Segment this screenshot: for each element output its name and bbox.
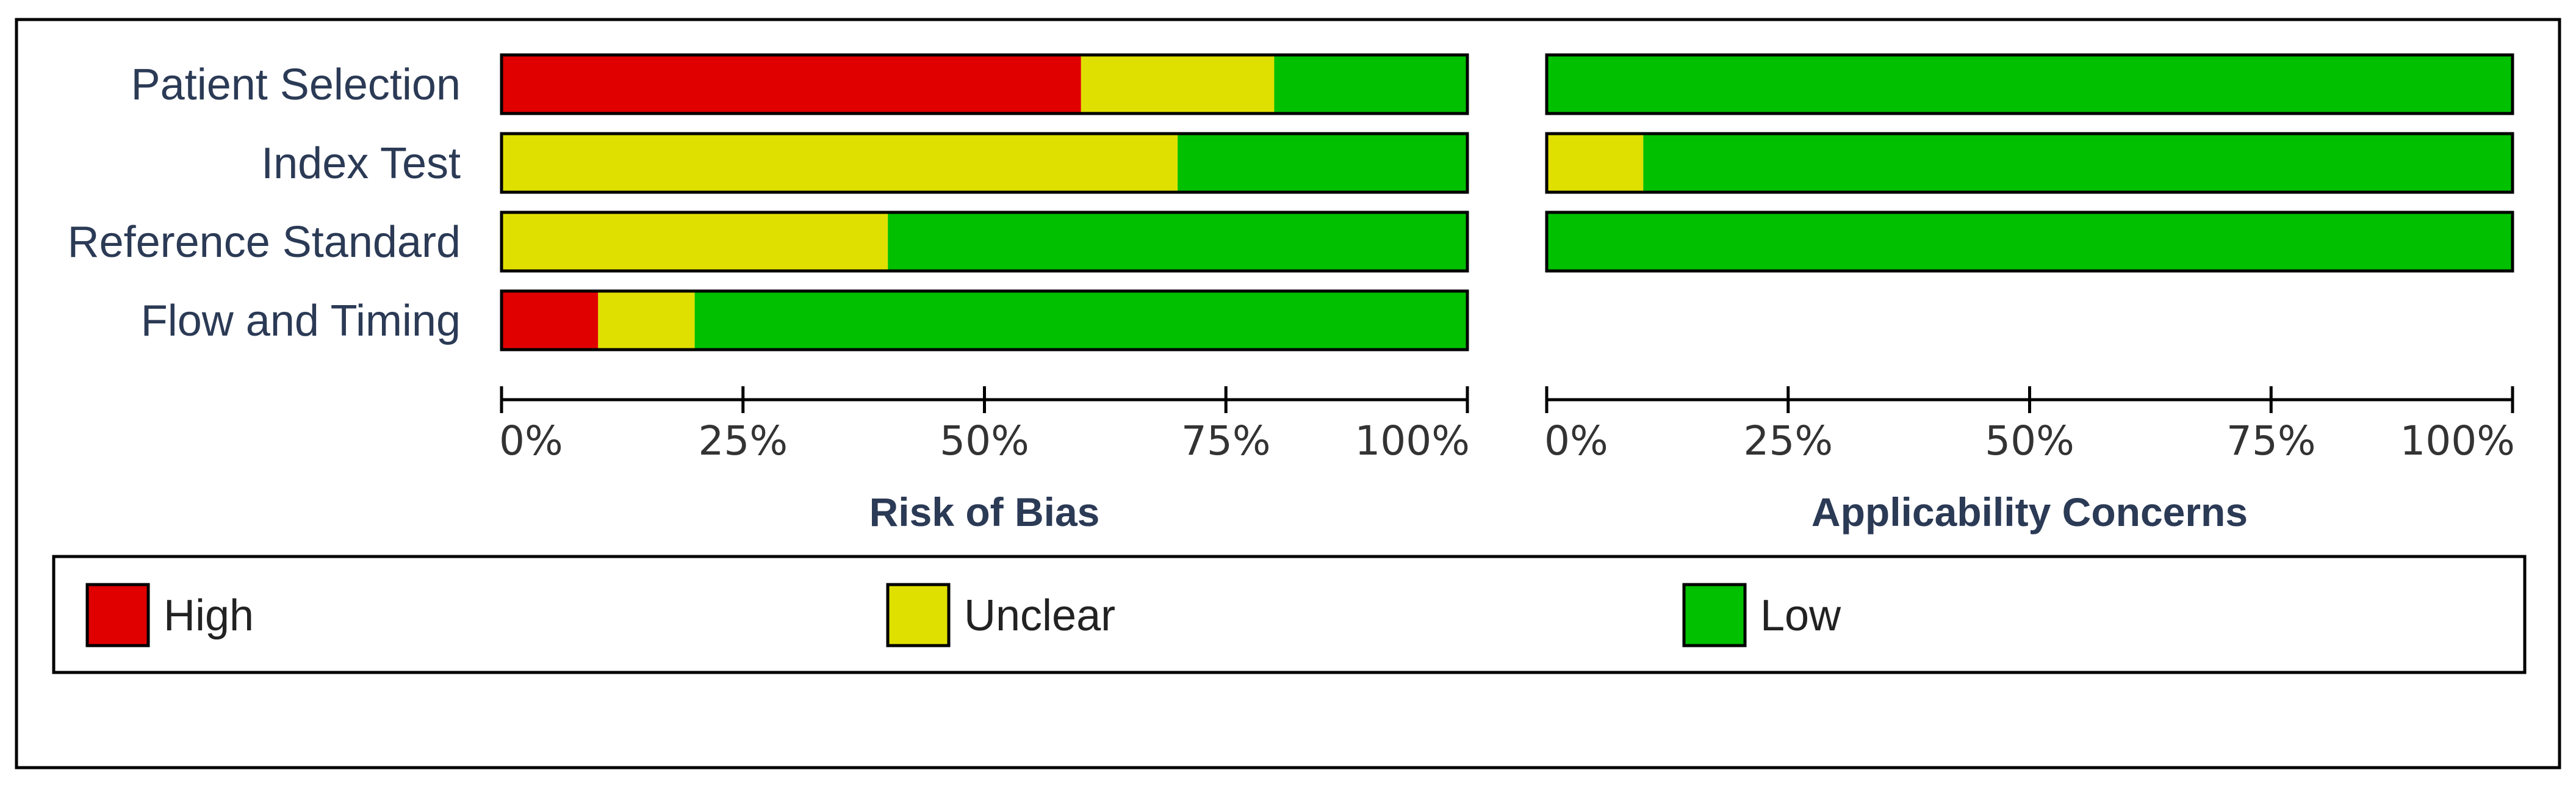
x-tick-label: 50%	[1985, 417, 2074, 464]
bar-segment-low	[888, 212, 1467, 271]
bar-segment-low	[1547, 212, 2513, 271]
panel-title: Applicability Concerns	[1811, 489, 2248, 535]
legend-swatch-low	[1682, 583, 1747, 647]
category-label: Index Test	[261, 139, 461, 188]
bar-segment-unclear	[502, 212, 888, 271]
legend-box	[52, 555, 2527, 674]
bar-outline	[500, 289, 1469, 351]
bar-outline	[500, 211, 1469, 273]
legend-label: Low	[1760, 591, 1841, 640]
bar-segment-low	[1643, 134, 2513, 192]
x-tick-label: 25%	[698, 417, 788, 464]
bar-segment-unclear	[1081, 55, 1275, 113]
bar-outline	[500, 132, 1469, 194]
bar-segment-unclear	[598, 291, 695, 350]
bar-segment-high	[502, 55, 1081, 113]
x-tick-label: 75%	[1181, 417, 1271, 464]
bar-segment-low	[1178, 134, 1467, 192]
x-tick-label: 100%	[1355, 417, 1470, 464]
x-tick-label: 50%	[940, 417, 1029, 464]
x-tick-label: 25%	[1743, 417, 1833, 464]
bar-outline	[500, 53, 1469, 115]
category-label: Patient Selection	[131, 60, 461, 109]
bar-segment-high	[502, 291, 599, 350]
legend-swatch-unclear	[886, 583, 951, 647]
category-label: Reference Standard	[68, 218, 461, 267]
x-tick-label: 75%	[2226, 417, 2316, 464]
bar-segment-low	[1274, 55, 1467, 113]
legend-label: Unclear	[964, 591, 1115, 640]
legend-label: High	[164, 591, 254, 640]
bar-outline	[1545, 132, 2514, 194]
bar-segment-unclear	[1547, 134, 1644, 192]
bar-segment-low	[694, 291, 1467, 350]
x-tick-label: 0%	[499, 417, 563, 464]
bar-segment-unclear	[502, 134, 1178, 192]
x-tick-label: 0%	[1544, 417, 1608, 464]
bar-segment-low	[1547, 55, 2513, 113]
category-label: Flow and Timing	[141, 297, 461, 345]
x-tick-label: 100%	[2400, 417, 2515, 464]
legend-swatch-high	[85, 583, 150, 647]
panel-title: Risk of Bias	[869, 489, 1100, 535]
bar-outline	[1545, 53, 2514, 115]
bar-outline	[1545, 211, 2514, 273]
